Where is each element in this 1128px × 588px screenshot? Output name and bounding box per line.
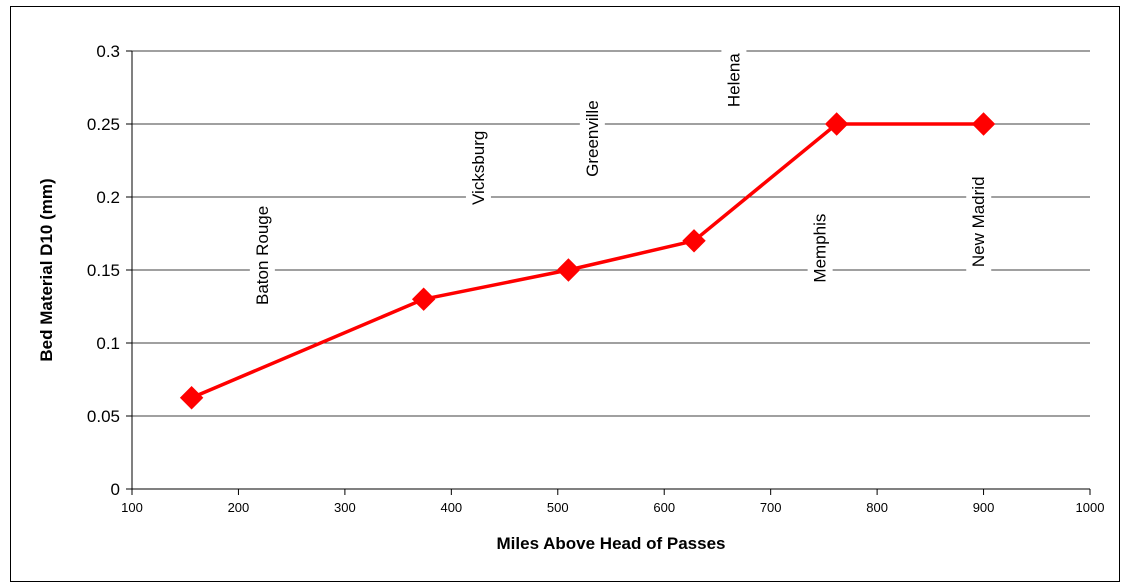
annotation-label: Helena xyxy=(724,53,743,107)
annotation-background xyxy=(579,95,605,182)
annotation: Memphis xyxy=(807,208,833,288)
data-point-marker xyxy=(971,112,996,136)
annotation: New Madrid xyxy=(966,171,992,273)
annotation-label: Baton Rouge xyxy=(253,206,272,305)
x-axis-title: Miles Above Head of Passes xyxy=(497,534,726,553)
gridlines xyxy=(132,50,1090,417)
x-tick-label: 100 xyxy=(121,500,143,515)
y-axis-title: Bed Material D10 (mm) xyxy=(37,178,56,361)
axes: 0 0.05 0.1 0.15 0.2 0.25 0.3 100 200 300 400 500 600… xyxy=(87,42,1105,515)
annotation-label: Greenville xyxy=(583,100,602,177)
annotation-background xyxy=(249,200,275,311)
x-tick-label: 200 xyxy=(228,500,250,515)
x-tick-label: 400 xyxy=(440,500,462,515)
x-tick-label: 600 xyxy=(653,500,675,515)
annotation-label: Memphis xyxy=(811,214,830,283)
annotation-background xyxy=(807,208,833,288)
annotation: Helena xyxy=(721,47,747,113)
annotations: Baton Rouge Vicksburg Greenville Helena Memp… xyxy=(249,47,992,311)
data-point-marker xyxy=(556,258,581,282)
annotation: Greenville xyxy=(579,95,605,182)
annotation-background xyxy=(966,171,992,273)
y-tick-label: 0 xyxy=(111,480,120,499)
chart-frame xyxy=(10,6,1120,582)
annotation-label: Vicksburg xyxy=(469,131,488,205)
y-tick-label: 0.25 xyxy=(87,115,120,134)
data-point-marker xyxy=(824,112,849,136)
x-tick-label: 900 xyxy=(973,500,995,515)
y-tick-label: 0.1 xyxy=(96,334,120,353)
annotation-background xyxy=(721,47,747,113)
series xyxy=(179,112,996,410)
x-tick-label: 800 xyxy=(866,500,888,515)
y-tick-label: 0.2 xyxy=(96,188,120,207)
annotation: Vicksburg xyxy=(465,125,491,210)
data-point-marker xyxy=(411,287,436,311)
annotation-background xyxy=(465,125,491,210)
x-tick-label: 1000 xyxy=(1076,500,1105,515)
x-tick-label: 700 xyxy=(760,500,782,515)
data-point-marker xyxy=(682,229,706,253)
annotation-label: New Madrid xyxy=(969,176,988,267)
data-point-marker xyxy=(179,386,204,410)
series-line-0 xyxy=(190,122,984,400)
y-tick-label: 0.15 xyxy=(87,261,120,280)
annotation: Baton Rouge xyxy=(249,200,275,311)
x-tick-label: 300 xyxy=(334,500,356,515)
y-tick-label: 0.05 xyxy=(87,407,120,426)
y-tick-label: 0.3 xyxy=(96,42,120,61)
x-tick-label: 500 xyxy=(547,500,569,515)
